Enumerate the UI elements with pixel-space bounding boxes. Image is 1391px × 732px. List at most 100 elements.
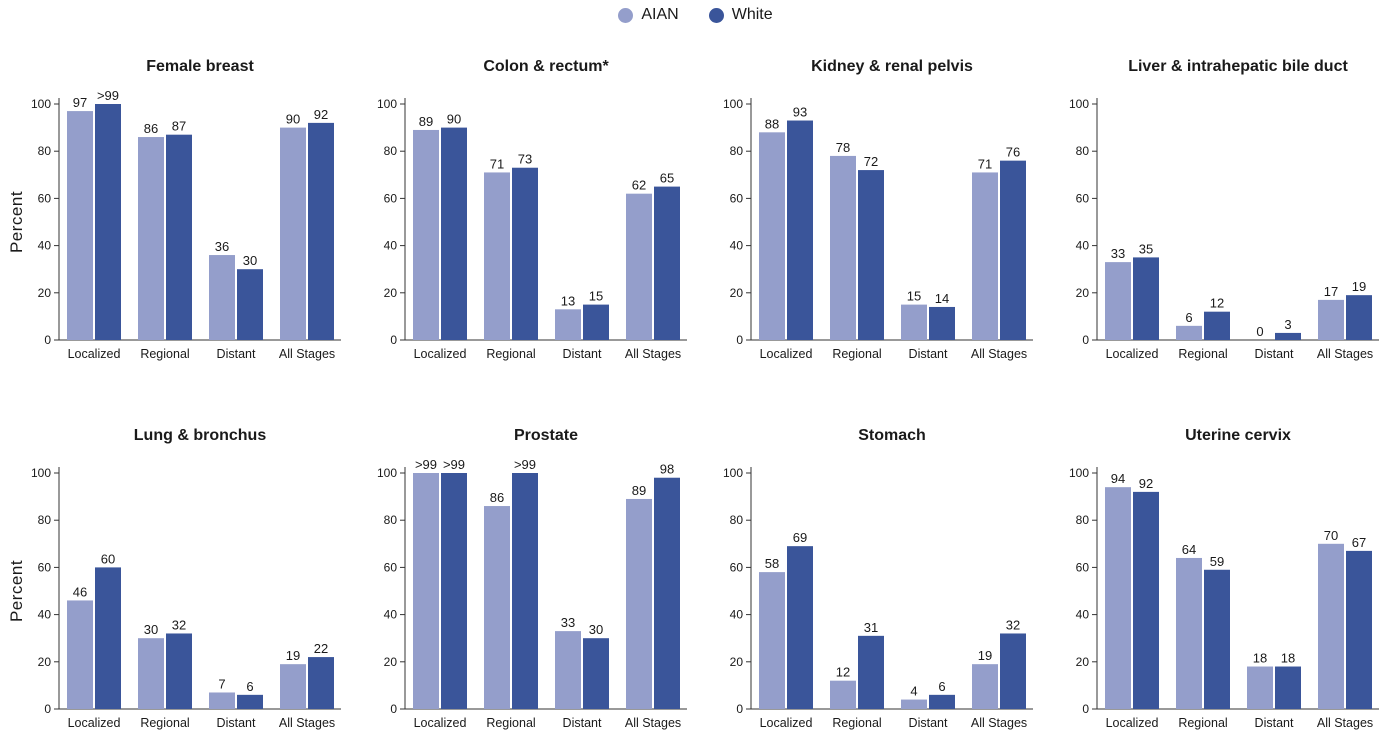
data-label: 86: [490, 490, 504, 505]
y-tick-label: 40: [1076, 239, 1090, 253]
data-label: >99: [443, 457, 465, 472]
data-label: 33: [561, 615, 575, 630]
y-tick-label: 100: [1069, 97, 1089, 111]
bar-white: [787, 120, 813, 341]
bar-white: [654, 477, 680, 709]
data-label: 89: [419, 114, 433, 129]
bar-aian: [972, 664, 998, 709]
data-label: 65: [660, 171, 674, 186]
y-axis-label: Percent: [7, 560, 26, 622]
y-tick-label: 100: [377, 97, 397, 111]
bar-aian: [280, 127, 306, 340]
y-tick-label: 40: [38, 608, 52, 622]
bar-white: [583, 304, 609, 340]
y-tick-label: 100: [377, 466, 397, 480]
y-tick-label: 80: [38, 513, 52, 527]
y-tick-label: 40: [1076, 608, 1090, 622]
bar-white: [95, 104, 121, 340]
data-label: 6: [246, 679, 253, 694]
y-tick-label: 40: [384, 239, 398, 253]
chart-title: Kidney & renal pelvis: [811, 58, 973, 75]
x-tick-label: Distant: [217, 716, 256, 730]
bar-aian: [830, 680, 856, 709]
x-tick-label: All Stages: [1317, 347, 1373, 361]
bar-white: [1275, 332, 1301, 340]
bar-aian: [209, 255, 235, 340]
bar-aian: [626, 498, 652, 709]
data-label: 97: [73, 95, 87, 110]
y-tick-label: 60: [1076, 191, 1090, 205]
data-label: 93: [793, 105, 807, 120]
bar-white: [929, 306, 955, 340]
data-label: 18: [1253, 651, 1267, 666]
y-tick-label: 0: [736, 333, 743, 347]
x-tick-label: Regional: [1178, 347, 1227, 361]
bar-white: [858, 635, 884, 709]
x-tick-label: Localized: [414, 347, 467, 361]
bar-aian: [1176, 325, 1202, 340]
data-label: 59: [1210, 554, 1224, 569]
y-tick-label: 80: [730, 144, 744, 158]
bar-aian: [1247, 666, 1273, 709]
data-label: 92: [1139, 476, 1153, 491]
y-tick-label: 0: [1082, 333, 1089, 347]
y-axis-label: Percent: [7, 191, 26, 253]
x-tick-label: Regional: [486, 716, 535, 730]
bar-white: [441, 127, 467, 340]
bar-aian: [901, 699, 927, 709]
x-tick-label: All Stages: [625, 347, 681, 361]
y-tick-label: 100: [31, 466, 51, 480]
bar-aian: [138, 137, 164, 340]
bar-white: [583, 638, 609, 709]
bar-aian: [67, 111, 93, 340]
bar-aian: [1176, 557, 1202, 709]
data-label: 32: [1006, 617, 1020, 632]
x-tick-label: Distant: [1255, 716, 1294, 730]
data-label: 4: [910, 684, 917, 699]
x-tick-label: Distant: [1255, 347, 1294, 361]
data-label: 17: [1324, 284, 1338, 299]
legend-item-aian: AIAN: [618, 6, 679, 24]
bar-aian: [759, 132, 785, 340]
x-tick-label: Localized: [414, 716, 467, 730]
bar-aian: [413, 473, 439, 709]
data-label: 71: [490, 156, 504, 171]
x-tick-label: Distant: [563, 716, 602, 730]
x-tick-label: Distant: [909, 716, 948, 730]
data-label: 88: [765, 116, 779, 131]
bar-aian: [830, 155, 856, 340]
bar-white: [237, 269, 263, 340]
data-label: >99: [415, 457, 437, 472]
data-label: 6: [938, 679, 945, 694]
data-label: 62: [632, 178, 646, 193]
y-tick-label: 80: [1076, 144, 1090, 158]
data-label: 71: [978, 156, 992, 171]
data-label: 35: [1139, 241, 1153, 256]
bar-white: [308, 122, 334, 340]
bar-white: [1204, 569, 1230, 709]
y-tick-label: 60: [730, 560, 744, 574]
data-label: 67: [1352, 535, 1366, 550]
y-tick-label: 60: [730, 191, 744, 205]
y-tick-label: 100: [723, 466, 743, 480]
x-tick-label: Localized: [68, 347, 121, 361]
x-tick-label: Distant: [909, 347, 948, 361]
data-label: 87: [172, 119, 186, 134]
y-tick-label: 80: [384, 144, 398, 158]
data-label: 58: [765, 556, 779, 571]
bar-white: [1275, 666, 1301, 709]
data-label: 72: [864, 154, 878, 169]
y-tick-label: 0: [736, 702, 743, 716]
data-label: 30: [243, 253, 257, 268]
bar-white: [308, 657, 334, 709]
data-label: 90: [447, 112, 461, 127]
data-label: 22: [314, 641, 328, 656]
data-label: 3: [1284, 317, 1291, 332]
data-label: 12: [1210, 296, 1224, 311]
data-label: 6: [1185, 310, 1192, 325]
bar-white: [654, 186, 680, 340]
y-tick-label: 60: [38, 191, 52, 205]
data-label: 36: [215, 239, 229, 254]
chart-legend: AIAN White: [0, 6, 1391, 24]
chart-title: Uterine cervix: [1185, 427, 1291, 444]
